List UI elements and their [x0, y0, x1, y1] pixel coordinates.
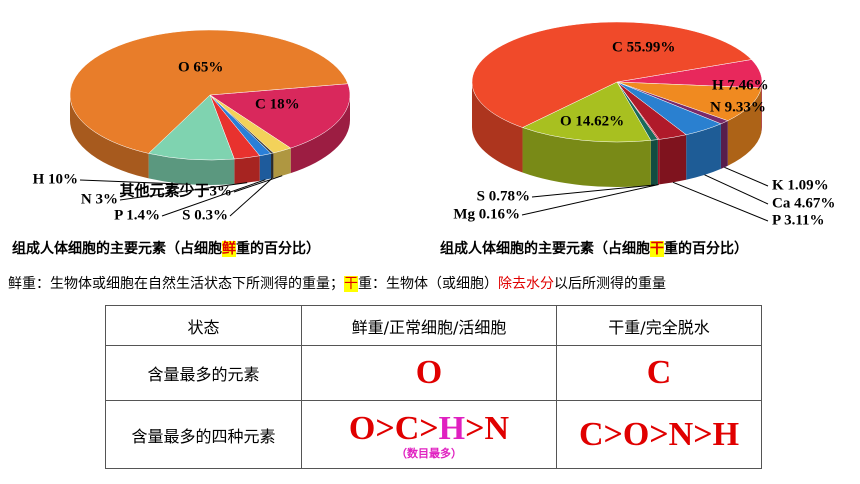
pie-side — [659, 134, 687, 185]
pie-slice — [148, 94, 235, 161]
definition: 鲜重：生物体或细胞在自然生活状态下所测得的重量；干重：生物体（或细胞）除去水分以… — [8, 273, 666, 293]
header-cell: 状态 — [105, 305, 302, 346]
pie-side — [271, 152, 274, 179]
caption-text: 组成人体细胞的主要元素（占细胞 — [440, 241, 650, 257]
caption: 组成人体细胞的主要元素（占细胞干重的百分比） — [440, 238, 748, 258]
slice-label: H 10% — [33, 171, 78, 187]
pie-side — [259, 153, 272, 181]
caption: 组成人体细胞的主要元素（占细胞鲜重的百分比） — [12, 238, 320, 258]
pie-slice — [521, 81, 652, 143]
slice-label: S 0.3% — [182, 207, 228, 223]
caption-highlight: 鲜 — [222, 241, 236, 257]
header-cell: 鲜重/正常细胞/活细胞 — [301, 305, 557, 346]
pie-slice — [209, 83, 351, 149]
leader-line — [672, 181, 769, 222]
pie-side — [70, 95, 149, 179]
cell: C — [556, 345, 762, 401]
slice-label: S 0.78% — [477, 188, 530, 204]
pie-side — [727, 87, 762, 166]
slice-label: Ca 4.67% — [772, 195, 835, 211]
definition-text: 重：生物体（或细胞） — [358, 276, 498, 292]
cell: O — [301, 345, 557, 401]
caption-text: 重的百分比） — [236, 241, 320, 257]
pie-slice — [471, 21, 752, 128]
definition-text: 鲜重：生物体或细胞在自然生活状态下所测得的重量； — [8, 276, 344, 292]
definition-highlight: 干 — [344, 276, 358, 292]
pie-side — [720, 120, 728, 169]
pie-side — [650, 139, 658, 186]
definition-red: 除去水分 — [498, 276, 554, 292]
pie-side — [657, 139, 660, 185]
cell-text: >N — [465, 409, 510, 447]
slice-label: C 55.99% — [612, 39, 675, 55]
slice-label: H 7.46% — [712, 77, 769, 93]
pie-side — [472, 82, 523, 173]
pie-side — [522, 127, 651, 187]
slice-label: K 1.09% — [772, 177, 829, 193]
caption-text: 重的百分比） — [664, 241, 748, 257]
definition-text: 以后所测得的重量 — [554, 276, 666, 292]
pie-slice — [616, 81, 762, 121]
slice-label: N 3% — [81, 191, 118, 207]
header-cell: 干重/完全脱水 — [556, 305, 762, 346]
slice-label: Mg 0.16% — [453, 206, 520, 222]
leader-line — [531, 184, 655, 198]
pie-side — [290, 95, 350, 174]
row-label: 含量最多的四种元素 — [105, 400, 302, 469]
slice-label: N 9.33% — [710, 99, 766, 115]
leader-line — [724, 166, 769, 187]
row-label: 含量最多的元素 — [105, 345, 302, 401]
leader-line — [79, 179, 191, 185]
slice-label: C 18% — [255, 96, 300, 112]
slice-label: O 65% — [178, 59, 223, 75]
slice-label: O 14.62% — [560, 113, 624, 129]
pie-side — [761, 82, 762, 133]
cell-text: H — [438, 409, 466, 447]
caption-highlight: 干 — [650, 241, 664, 257]
cell: O>C>H>N （数目最多） — [301, 400, 557, 469]
leader-line — [161, 179, 266, 217]
pie-side — [686, 123, 721, 180]
slice-label: P 1.4% — [114, 207, 160, 223]
charts: C 18% 其他元素少于3% S 0.3% P 1.4%N 3%H 10% O 65% H… — [33, 21, 835, 228]
pie-side — [273, 148, 291, 178]
leader-line — [521, 183, 659, 216]
note: （数目最多） — [396, 446, 462, 460]
cell: C>O>N>H — [556, 400, 762, 469]
leader-line — [233, 175, 283, 193]
caption-text: 组成人体细胞的主要元素（占细胞 — [12, 241, 222, 257]
slice-label: P 3.11% — [772, 212, 825, 228]
table: 状态 鲜重/正常细胞/活细胞 干重/完全脱水 含量最多的元素 O C 含量最多的… — [105, 305, 762, 469]
leader-line — [119, 182, 248, 201]
leader-line — [704, 174, 769, 205]
pie-side — [148, 153, 235, 186]
slice-label: 其他元素少于3% — [119, 181, 232, 199]
pie-slice — [69, 29, 349, 154]
cell-text: O>C> — [348, 409, 439, 447]
pie-side — [234, 155, 260, 185]
leader-line — [229, 177, 273, 217]
